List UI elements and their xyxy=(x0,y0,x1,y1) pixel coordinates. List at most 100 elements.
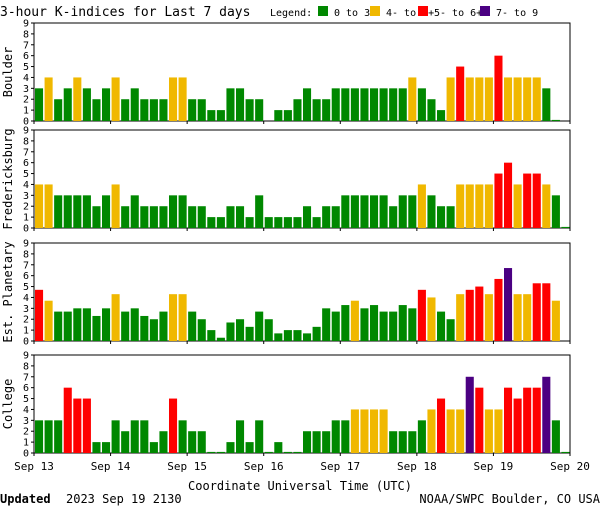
k-index-bar xyxy=(73,77,82,121)
y-tick-label: 7 xyxy=(23,147,29,158)
k-index-bar xyxy=(226,206,235,228)
k-index-bar xyxy=(389,206,398,228)
k-index-bar xyxy=(255,420,264,453)
k-index-bar xyxy=(331,420,340,453)
x-tick-label: Sep 13 xyxy=(14,460,54,473)
k-index-bar xyxy=(350,88,359,121)
k-index-bar xyxy=(274,110,283,121)
y-axis-label: Fredericksburg xyxy=(1,128,15,229)
k-index-bar xyxy=(102,308,111,341)
k-index-bar xyxy=(121,311,130,341)
k-index-bar xyxy=(178,420,187,453)
y-tick-label: 5 xyxy=(23,282,29,293)
k-index-bar xyxy=(408,431,417,453)
x-axis-label: Coordinate Universal Time (UTC) xyxy=(188,479,412,493)
y-tick-label: 1 xyxy=(23,213,29,224)
k-index-bar xyxy=(130,420,139,453)
y-tick-label: 9 xyxy=(23,239,29,250)
k-index-bar xyxy=(379,195,388,228)
k-index-bar xyxy=(255,99,264,121)
k-index-bar xyxy=(446,409,455,453)
y-tick-label: 6 xyxy=(23,383,29,394)
k-index-bar xyxy=(255,311,264,341)
legend-swatch xyxy=(370,6,380,16)
k-index-bar xyxy=(312,326,321,341)
k-index-bar xyxy=(350,409,359,453)
y-tick-label: 1 xyxy=(23,106,29,117)
y-tick-label: 2 xyxy=(23,95,29,106)
k-index-bar xyxy=(54,195,63,228)
k-index-bar xyxy=(523,387,532,453)
k-index-bar xyxy=(370,88,379,121)
k-index-bar xyxy=(283,330,292,341)
y-tick-label: 3 xyxy=(23,304,29,315)
y-tick-label: 9 xyxy=(23,351,29,362)
y-tick-label: 0 xyxy=(23,449,29,460)
y-tick-label: 5 xyxy=(23,169,29,180)
x-tick-label: Sep 20 xyxy=(550,460,590,473)
k-index-bar xyxy=(398,195,407,228)
k-index-bar xyxy=(159,311,168,341)
k-index-bar xyxy=(293,451,302,453)
k-index-bar xyxy=(140,420,149,453)
k-index-bar xyxy=(178,195,187,228)
k-index-bar xyxy=(417,184,426,228)
y-tick-label: 2 xyxy=(23,315,29,326)
k-index-bar xyxy=(504,268,513,341)
y-tick-label: 6 xyxy=(23,271,29,282)
k-index-bar xyxy=(207,451,216,453)
k-index-bar xyxy=(283,451,292,453)
k-index-bar xyxy=(494,278,503,341)
panel-frame xyxy=(33,354,571,454)
k-index-bar xyxy=(484,77,493,121)
panel-frame xyxy=(33,129,571,229)
k-index-bar xyxy=(140,206,149,228)
k-index-bar xyxy=(178,294,187,341)
k-index-bar xyxy=(484,184,493,228)
k-index-bar xyxy=(312,217,321,228)
x-tick-label: Sep 14 xyxy=(91,460,131,473)
k-index-bar xyxy=(169,294,178,341)
y-tick-label: 4 xyxy=(23,293,29,304)
k-index-bar xyxy=(54,420,63,453)
k-index-bar xyxy=(82,195,91,228)
y-tick-label: 3 xyxy=(23,84,29,95)
k-index-bar xyxy=(121,431,130,453)
k-index-bar xyxy=(293,217,302,228)
k-index-bar xyxy=(35,88,44,121)
k-index-bar xyxy=(465,289,474,341)
k-index-bar xyxy=(245,442,254,453)
y-axis-label: Boulder xyxy=(1,47,15,98)
k-index-bar xyxy=(255,195,264,228)
k-index-bar xyxy=(350,195,359,228)
k-index-bar xyxy=(427,409,436,453)
k-index-bar xyxy=(379,88,388,121)
k-index-bar xyxy=(513,77,522,121)
k-index-bar xyxy=(121,99,130,121)
k-index-bar xyxy=(226,442,235,453)
k-index-bar xyxy=(322,308,331,341)
k-index-bar xyxy=(274,333,283,341)
k-index-bar xyxy=(427,297,436,341)
k-index-bar xyxy=(437,398,446,453)
k-index-bar xyxy=(437,206,446,228)
k-index-bar xyxy=(236,206,245,228)
k-index-bar xyxy=(207,110,216,121)
k-index-bar xyxy=(341,88,350,121)
k-index-bar xyxy=(341,305,350,341)
k-index-bar xyxy=(523,294,532,341)
k-index-bar xyxy=(303,88,312,121)
y-tick-label: 2 xyxy=(23,202,29,213)
k-index-bar xyxy=(331,311,340,341)
k-index-bar xyxy=(44,420,53,453)
legend-entry: 5- to 6+ xyxy=(434,8,482,19)
k-index-bar xyxy=(245,326,254,341)
k-index-bar xyxy=(370,305,379,341)
k-index-bar xyxy=(245,217,254,228)
k-index-bar xyxy=(551,300,560,341)
k-index-bar xyxy=(226,322,235,341)
k-index-bar xyxy=(408,77,417,121)
k-index-bar xyxy=(360,195,369,228)
k-index-bar xyxy=(130,308,139,341)
